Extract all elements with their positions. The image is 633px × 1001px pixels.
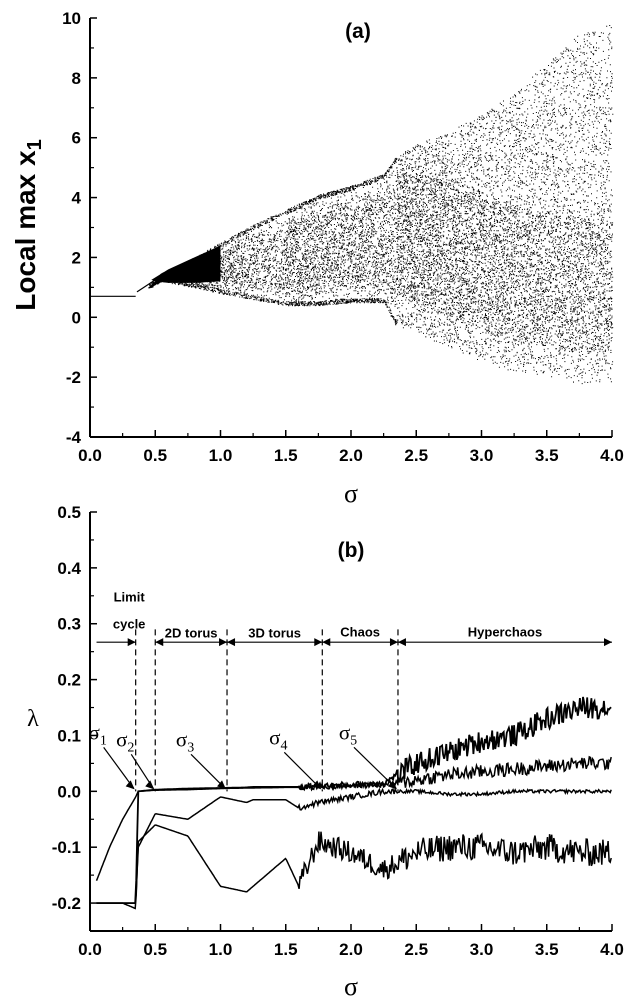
transition-marker-sub: 3 (187, 740, 194, 755)
region-label-5: Hyperchaos (468, 625, 542, 640)
panel-b-y-tick-label: 0.2 (57, 671, 81, 690)
panel-a-y-tick-label: 10 (62, 9, 81, 28)
panel-a-y-tick-label: 2 (72, 248, 81, 267)
panel-b-x-tick-label: 3.5 (535, 940, 559, 959)
transition-marker-label: σ1 (89, 720, 107, 748)
panel-a-x-title: σ (344, 479, 358, 508)
panel-b-y-tick-label: 0.1 (57, 726, 81, 745)
panel-b-x-tick-label: 1.5 (274, 940, 298, 959)
transition-marker-label: σ4 (269, 725, 287, 753)
panel-a-y-title: Local max x1 (10, 139, 46, 310)
arrow-chaos-head-left (322, 638, 331, 647)
lyapunov-exponent-4 (96, 824, 612, 910)
transition-marker-symbol: σ (89, 720, 100, 744)
panel-a-x-tick-label: 2.0 (339, 446, 363, 465)
arrow-3d-torus-head-left (227, 638, 236, 647)
transition-marker-sub: 4 (280, 738, 287, 753)
panel-a-x-tick-label: 0.5 (143, 446, 167, 465)
panel-a-y-tick-label: 0 (72, 308, 81, 327)
panel-b-y-tick-label: 0.5 (57, 503, 81, 522)
panel-b-y-tick-label: 0.4 (57, 559, 81, 578)
transition-marker-sub: 5 (350, 733, 357, 748)
panel-a-x-tick-label: 1.5 (274, 446, 298, 465)
panel-a-y-tick-label: -4 (66, 428, 82, 447)
transition-marker-label: σ3 (176, 727, 194, 755)
onset-branch (136, 279, 156, 293)
bifurcation-cloud (148, 25, 614, 385)
panel-a-x-tick-label: 4.0 (600, 446, 624, 465)
transition-marker-symbol: σ (176, 727, 187, 751)
transition-pointer (190, 753, 226, 789)
arrow-hyperchaos-head-right (604, 638, 612, 647)
lyapunov-exponent-3 (96, 787, 612, 904)
panel-a-y-tick-label: 6 (72, 129, 81, 148)
transition-marker-label: σ2 (116, 727, 134, 755)
lyapunov-series (95, 696, 612, 910)
arrow-limit-cycle-head (127, 638, 136, 647)
panel-b: (b) Limit cycle 2D torus 3D torus Chaos Hyper… (27, 503, 624, 1001)
arrow-chaos-head-right (389, 638, 398, 647)
panel-b-x-tick-label: 2.0 (339, 940, 363, 959)
transition-pointer (353, 746, 397, 789)
panel-a-y-tick-label: -2 (66, 368, 81, 387)
panel-a-y-title-sub: 1 (24, 139, 46, 150)
transition-marker-symbol: σ (339, 720, 350, 744)
panel-a-ticks: 0.0 0.5 1.0 1.5 2.0 2.5 3.0 3.5 4.0 -4 -2 0 2 4 6 8 10 (62, 9, 624, 465)
panel-b-ticks: 0.0 0.5 1.0 1.5 2.0 2.5 3.0 3.5 4.0 -0.2 -0.1 0.0 0.… (52, 503, 624, 959)
panel-b-y-title: λ (27, 706, 39, 732)
panel-b-y-tick-label: 0.3 (57, 615, 81, 634)
arrow-2d-torus-head-left (155, 638, 164, 647)
panel-b-x-tick-label: 1.0 (209, 940, 233, 959)
region-label-3: 3D torus (248, 626, 301, 641)
panel-a: (a) 0.0 0.5 1.0 1.5 2.0 2.5 3.0 3.5 4.0 -4 -2 0 2 4 6 8… (10, 9, 624, 508)
region-label-2: 2D torus (165, 626, 218, 641)
panel-a-x-tick-label: 1.0 (209, 446, 233, 465)
panel-b-x-tick-label: 3.0 (470, 940, 494, 959)
region-label-4: Chaos (340, 625, 380, 640)
transition-marker-sub: 1 (100, 733, 107, 748)
transition-pointer-head (217, 780, 227, 790)
arrow-2d-torus-head-right (219, 638, 228, 647)
bifurcation-points (90, 25, 614, 385)
periodic-wedge (151, 245, 221, 283)
panel-a-x-tick-label: 0.0 (78, 446, 102, 465)
arrow-3d-torus-head-right (314, 638, 323, 647)
panel-a-y-title-main: Local max x (10, 150, 41, 311)
transition-pointer-head (312, 780, 322, 790)
panel-a-x-tick-label: 3.5 (535, 446, 559, 465)
panel-b-x-tick-label: 0.5 (143, 940, 167, 959)
panel-a-y-tick-label: 8 (72, 69, 81, 88)
panel-b-label: (b) (338, 539, 365, 562)
transition-marker-symbol: σ (269, 725, 280, 749)
transition-pointer-head (387, 780, 397, 790)
panel-b-x-tick-label: 4.0 (600, 940, 624, 959)
panel-b-y-tick-label: 0.0 (57, 782, 81, 801)
panel-a-label: (a) (345, 20, 371, 43)
panel-b-y-tick-label: -0.2 (52, 894, 81, 913)
regime-annotations: Limit cycle 2D torus 3D torus Chaos Hyperchao… (96, 589, 612, 792)
panel-a-x-tick-label: 2.5 (404, 446, 428, 465)
panel-a-x-tick-label: 3.0 (470, 446, 494, 465)
transition-pointer (103, 746, 135, 789)
transition-pointer-head (145, 780, 155, 790)
panel-b-y-tick-label: -0.1 (52, 838, 81, 857)
transition-pointer (283, 751, 321, 789)
panel-b-x-title: σ (344, 972, 358, 1001)
transition-marker-label: σ5 (339, 720, 357, 748)
panel-a-y-tick-label: 4 (72, 189, 82, 208)
transition-marker-sub: 2 (127, 740, 134, 755)
transition-marker-symbol: σ (116, 727, 127, 751)
panel-b-x-tick-label: 0.0 (78, 940, 102, 959)
arrow-hyperchaos-head-left (397, 638, 406, 647)
region-label-1-line2: cycle (113, 616, 146, 631)
transition-pointer-head (125, 780, 135, 790)
region-label-1: Limit (114, 589, 146, 604)
lyapunov-exponent-2 (95, 755, 612, 881)
panel-b-x-tick-label: 2.5 (404, 940, 428, 959)
